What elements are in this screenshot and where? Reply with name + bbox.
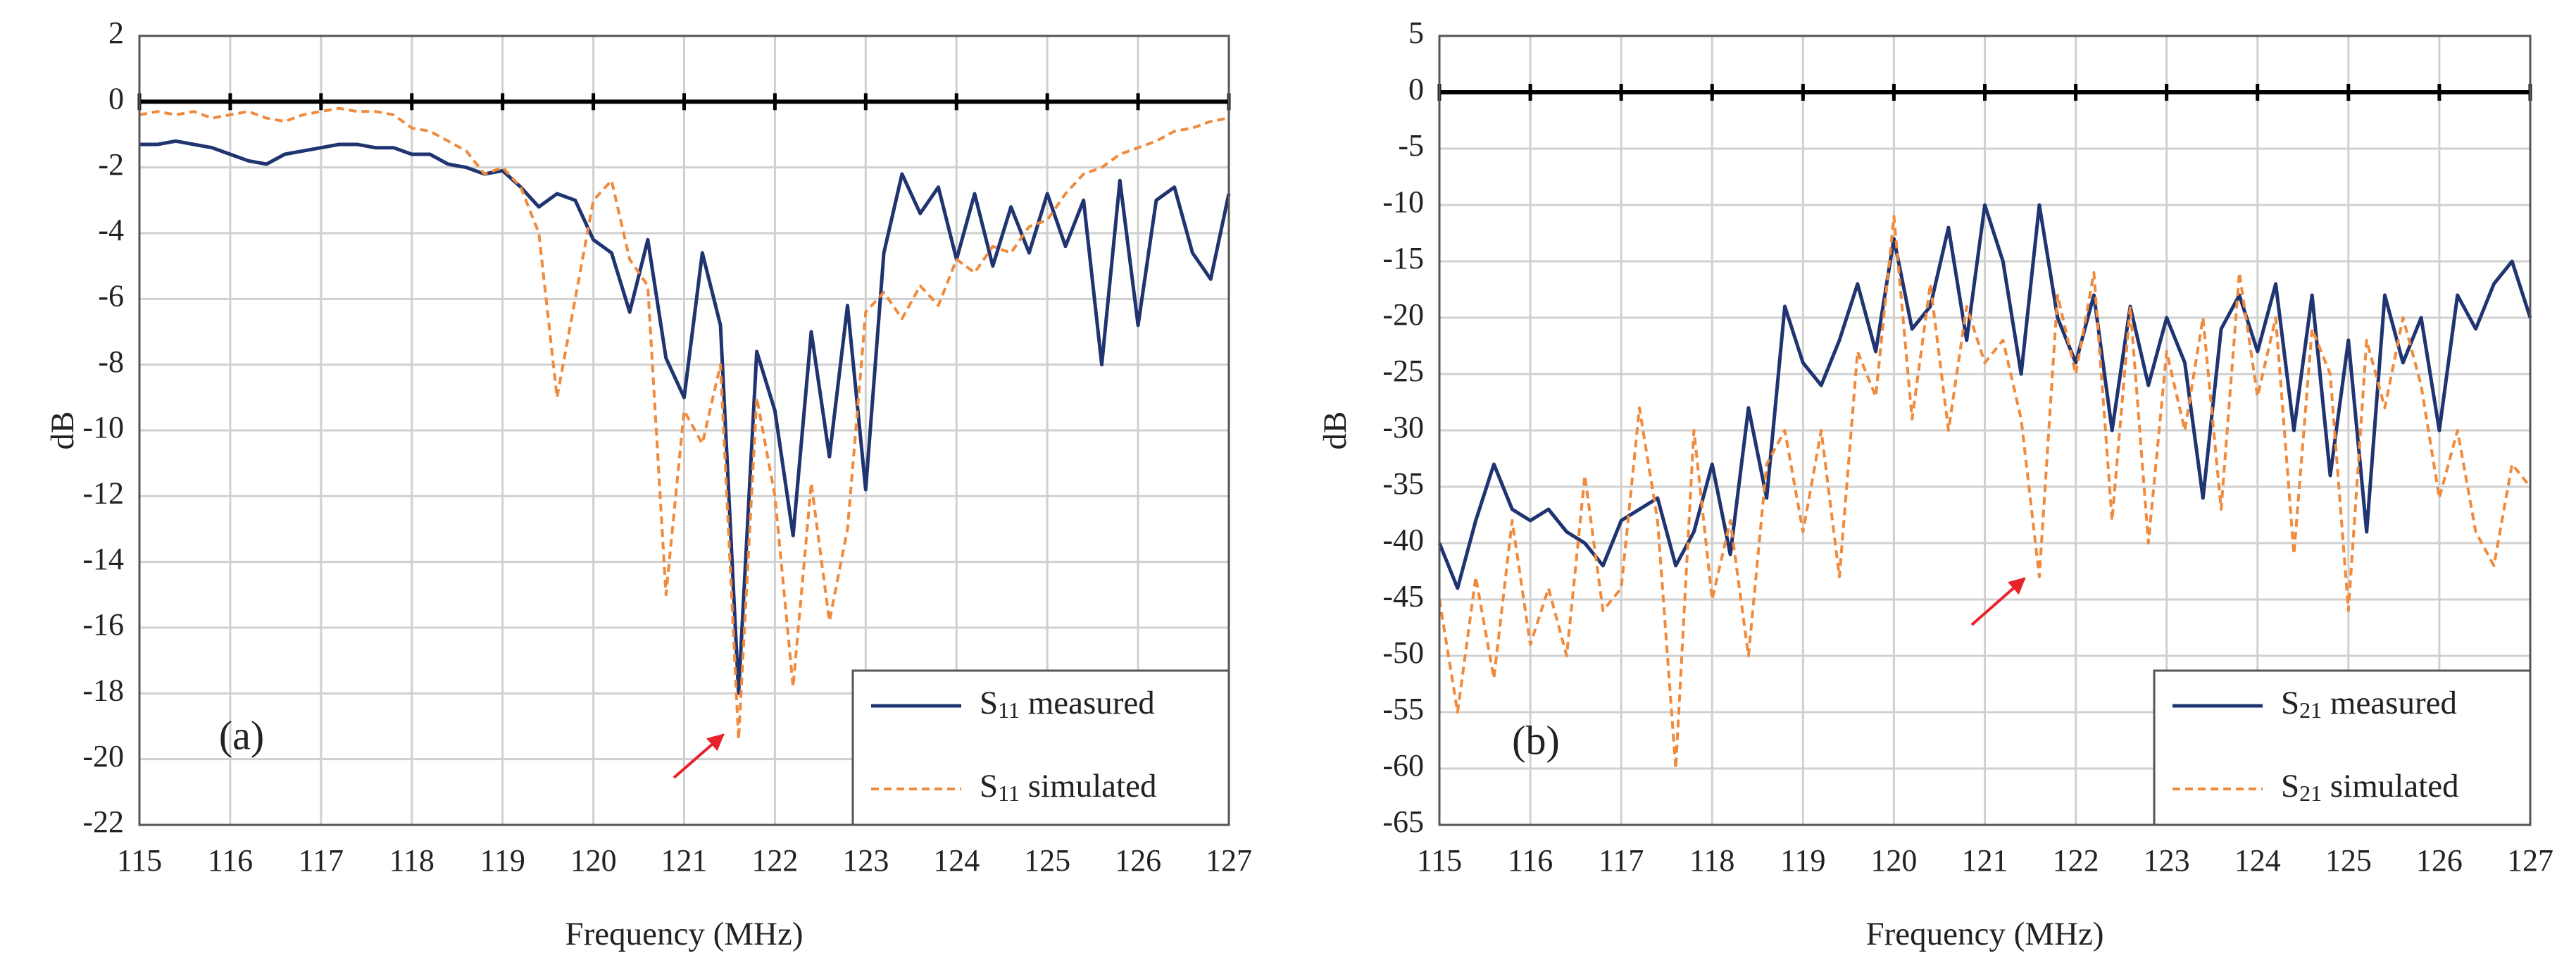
y-tick-label: -45	[1382, 579, 1424, 614]
y-axis-label: dB	[44, 411, 81, 450]
y-tick-label: -8	[98, 344, 124, 379]
x-tick-label: 121	[1962, 843, 2008, 878]
panel-label: (b)	[1512, 717, 1560, 763]
y-tick-label: -10	[82, 410, 124, 444]
y-tick-label: -4	[98, 213, 124, 247]
y-tick-label: -60	[1382, 748, 1424, 783]
y-tick-label: 2	[108, 15, 124, 50]
y-tick-label: -5	[1398, 128, 1424, 163]
legend-label: S21 measured	[2281, 685, 2457, 723]
y-tick-label: -16	[82, 607, 124, 642]
y-tick-label: -18	[82, 673, 124, 707]
x-tick-label: 126	[2416, 843, 2463, 878]
y-tick-label: 5	[1408, 15, 1424, 50]
y-tick-label: -65	[1382, 804, 1424, 839]
y-tick-label: -25	[1382, 354, 1424, 388]
plot-frame	[1438, 35, 2532, 826]
x-tick-label: 127	[2507, 843, 2553, 878]
x-tick-label: 115	[1417, 843, 1462, 878]
y-tick-label: -2	[98, 147, 124, 182]
y-tick-label: -35	[1382, 466, 1424, 501]
series-line	[1438, 215, 2532, 770]
x-axis-label: Frequency (MHz)	[565, 916, 803, 952]
x-tick-label: 120	[570, 843, 617, 878]
panel-label: (a)	[219, 712, 264, 758]
legend-box	[851, 669, 1230, 826]
series-line	[139, 139, 1231, 695]
x-tick-label: 117	[1599, 843, 1644, 878]
x-tick-label: 124	[2234, 843, 2281, 878]
y-axis-label: dB	[1317, 411, 1353, 450]
y-tick-label: -30	[1382, 410, 1424, 444]
y-tick-label: -10	[1382, 185, 1424, 219]
x-tick-label: 125	[2325, 843, 2372, 878]
y-tick-label: -6	[98, 278, 124, 313]
series-line	[1437, 203, 2532, 590]
x-tick-label: 116	[1508, 843, 1553, 878]
x-tick-label: 119	[1780, 843, 1825, 878]
x-tick-label: 127	[1206, 843, 1252, 878]
y-tick-label: 0	[1408, 72, 1424, 106]
x-tick-label: 121	[661, 843, 708, 878]
x-tick-label: 120	[1870, 843, 1917, 878]
x-tick-label: 117	[299, 843, 344, 878]
y-tick-label: -50	[1382, 635, 1424, 670]
x-tick-label: 122	[2053, 843, 2099, 878]
legend-label: S11 simulated	[980, 768, 1156, 807]
legend-label: S21 simulated	[2281, 768, 2459, 807]
arrow	[673, 733, 725, 779]
legend-label: S11 measured	[980, 685, 1155, 723]
x-tick-label: 115	[117, 843, 162, 878]
x-tick-label: 123	[2144, 843, 2190, 878]
y-tick-label: -20	[82, 739, 124, 773]
y-tick-label: -22	[82, 804, 124, 839]
plot-frame	[138, 35, 1230, 826]
x-tick-label: 125	[1024, 843, 1070, 878]
y-tick-label: 0	[108, 81, 124, 116]
x-tick-label: 119	[480, 843, 525, 878]
legend-box	[2153, 669, 2532, 826]
x-tick-label: 123	[842, 843, 889, 878]
x-tick-label: 118	[389, 843, 434, 878]
x-tick-label: 124	[933, 843, 980, 878]
x-tick-label: 118	[1689, 843, 1734, 878]
x-tick-label: 116	[208, 843, 253, 878]
arrow	[1970, 577, 2026, 626]
y-tick-label: -20	[1382, 297, 1424, 332]
y-tick-label: -14	[82, 542, 124, 576]
x-tick-label: 126	[1115, 843, 1161, 878]
y-tick-label: -12	[82, 475, 124, 510]
x-axis-label: Frequency (MHz)	[1865, 916, 2103, 952]
y-tick-label: -55	[1382, 692, 1424, 726]
y-tick-label: -40	[1382, 523, 1424, 557]
x-tick-label: 122	[751, 843, 798, 878]
y-tick-label: -15	[1382, 241, 1424, 275]
